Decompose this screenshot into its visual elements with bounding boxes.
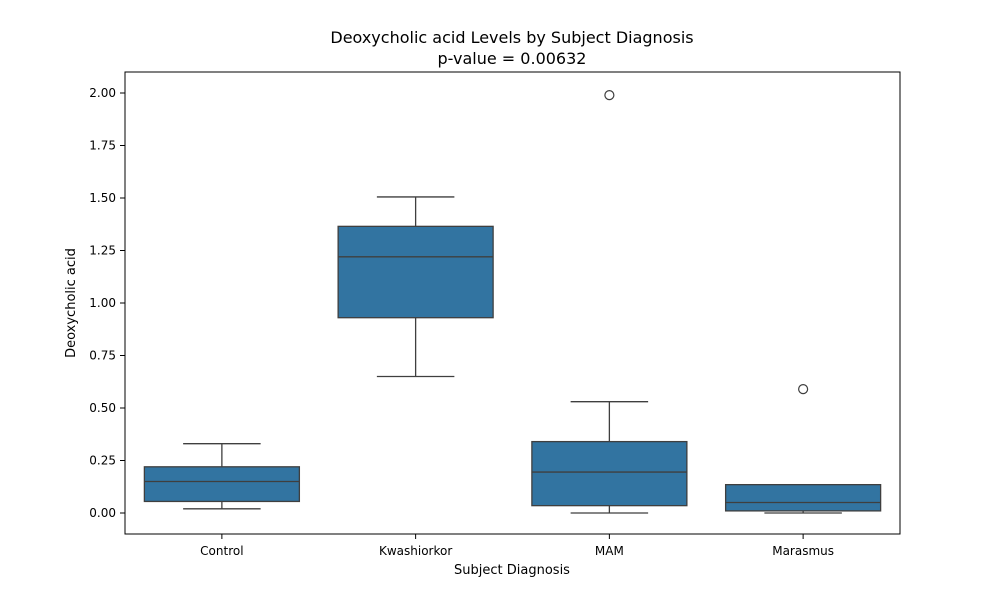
y-tick-label: 1.75 — [89, 139, 116, 153]
x-tick-label: MAM — [595, 544, 624, 558]
iqr-box — [337, 225, 494, 319]
iqr-box — [724, 483, 882, 512]
y-tick-label: 1.00 — [89, 296, 116, 310]
y-tick-label: 2.00 — [89, 86, 116, 100]
x-axis: Control Kwashiorkor MAM Marasmus — [200, 534, 834, 558]
y-tick-label: 0.50 — [89, 401, 116, 415]
x-tick-label: Marasmus — [772, 544, 834, 558]
y-axis-label: Deoxycholic acid — [64, 248, 79, 358]
outlier-point — [604, 89, 615, 101]
box-group-marasmus — [724, 384, 882, 514]
chart-title: Deoxycholic acid Levels by Subject Diagn… — [330, 28, 693, 47]
box-group-kwashiorkor — [337, 196, 494, 378]
x-tick-label: Control — [200, 544, 243, 558]
y-tick-label: 0.75 — [89, 349, 116, 363]
y-axis: 0.00 0.25 0.50 0.75 1.00 1.25 1.50 1.75 2.00 — [89, 86, 125, 520]
y-tick-label: 0.00 — [89, 506, 116, 520]
chart-subtitle: p-value = 0.00632 — [438, 49, 587, 68]
x-axis-label: Subject Diagnosis — [454, 563, 570, 578]
box-group-control — [143, 443, 301, 510]
plot-area — [143, 89, 882, 514]
box-group-mam — [531, 89, 688, 514]
plot-frame — [124, 71, 901, 535]
iqr-box — [143, 466, 301, 503]
outlier-point — [798, 384, 809, 395]
y-tick-label: 1.25 — [89, 244, 116, 258]
y-tick-label: 1.50 — [89, 191, 116, 205]
y-tick-label: 0.25 — [89, 454, 116, 468]
iqr-box — [531, 440, 688, 507]
x-tick-label: Kwashiorkor — [379, 544, 452, 558]
